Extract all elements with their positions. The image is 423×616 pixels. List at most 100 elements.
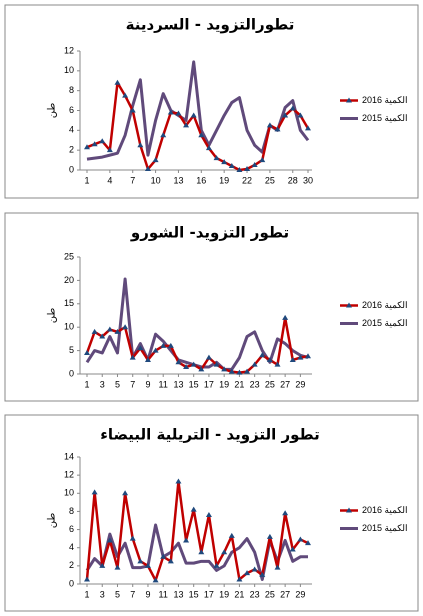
marker	[91, 489, 98, 495]
x-tick-label: 11	[159, 589, 168, 599]
marker	[84, 144, 90, 150]
marker	[259, 571, 266, 577]
x-tick-label: 27	[280, 379, 290, 389]
chart-title: تطور التزويد- الشورو	[130, 224, 289, 242]
y-tick-label: 2	[69, 560, 74, 570]
marker	[175, 110, 182, 116]
marker	[297, 354, 304, 360]
y-axis-label: طن	[47, 308, 58, 324]
marker	[274, 564, 281, 570]
marker	[198, 366, 205, 372]
panel	[4, 414, 419, 612]
x-tick-label: 5	[115, 589, 120, 599]
marker	[244, 166, 251, 172]
marker	[228, 163, 235, 169]
marker	[236, 576, 243, 582]
marker	[251, 566, 258, 572]
y-tick-label: 0	[69, 578, 74, 588]
marker	[106, 147, 113, 153]
x-tick-label: 15	[189, 589, 199, 599]
y-tick-label: 20	[64, 275, 74, 285]
marker	[84, 576, 90, 582]
x-tick-label: 19	[219, 175, 229, 185]
legend-label: الكمية 2016	[362, 95, 408, 105]
marker	[244, 368, 251, 374]
marker	[152, 577, 159, 583]
marker	[213, 562, 220, 568]
marker	[228, 532, 235, 538]
marker	[106, 326, 113, 332]
y-tick-label: 14	[64, 451, 74, 461]
marker	[236, 369, 243, 375]
x-tick-label: 13	[173, 589, 183, 599]
y-tick-label: 8	[69, 85, 74, 95]
x-tick-label: 4	[107, 175, 112, 185]
legend-marker	[346, 302, 352, 308]
x-tick-label: 13	[173, 175, 183, 185]
x-tick-label: 1	[84, 379, 89, 389]
marker	[91, 328, 98, 334]
x-tick-label: 7	[130, 589, 135, 599]
marker	[122, 92, 129, 98]
marker	[167, 558, 174, 564]
marker	[167, 109, 174, 115]
marker	[152, 157, 159, 163]
marker	[190, 361, 197, 367]
marker	[198, 549, 205, 555]
marker	[190, 506, 197, 512]
marker	[84, 349, 90, 355]
marker	[266, 122, 273, 128]
legend-label: الكمية 2016	[362, 300, 408, 310]
x-tick-label: 23	[250, 589, 260, 599]
marker	[205, 145, 212, 151]
marker	[99, 333, 106, 339]
marker	[91, 141, 98, 147]
x-tick-label: 7	[130, 175, 135, 185]
marker	[221, 549, 228, 555]
legend-marker	[346, 507, 352, 513]
x-tick-label: 27	[280, 589, 290, 599]
x-tick-label: 7	[130, 379, 135, 389]
x-tick-label: 28	[288, 175, 298, 185]
x-tick-label: 19	[219, 379, 229, 389]
marker	[305, 125, 311, 131]
x-tick-label: 17	[204, 589, 214, 599]
legend-label: الكمية 2016	[362, 505, 408, 515]
marker	[183, 122, 190, 128]
y-tick-label: 10	[64, 322, 74, 332]
marker	[152, 347, 159, 353]
x-tick-label: 22	[242, 175, 252, 185]
y-tick-label: 12	[64, 470, 74, 480]
x-tick-label: 13	[173, 379, 183, 389]
marker	[282, 112, 289, 118]
marker	[114, 564, 121, 570]
y-tick-label: 6	[69, 105, 74, 115]
marker	[205, 354, 212, 360]
x-tick-label: 1	[84, 589, 89, 599]
marker	[221, 159, 228, 165]
marker	[106, 537, 113, 543]
marker	[183, 537, 190, 543]
legend-label: الكمية 2015	[362, 113, 408, 123]
x-tick-label: 15	[189, 379, 199, 389]
marker	[160, 553, 167, 559]
y-axis-label: طن	[47, 103, 58, 119]
marker	[144, 562, 151, 568]
x-tick-label: 11	[159, 379, 168, 389]
marker	[251, 162, 258, 168]
marker	[221, 366, 228, 372]
marker	[289, 356, 296, 362]
marker	[244, 570, 251, 576]
marker	[129, 354, 136, 360]
legend-marker	[346, 97, 352, 103]
y-tick-label: 4	[69, 542, 74, 552]
series-line	[85, 480, 309, 582]
marker	[99, 562, 106, 568]
y-tick-label: 5	[69, 345, 74, 355]
marker	[122, 490, 129, 496]
marker	[198, 132, 205, 138]
marker	[114, 328, 121, 334]
marker	[251, 361, 258, 367]
marker	[274, 126, 281, 132]
